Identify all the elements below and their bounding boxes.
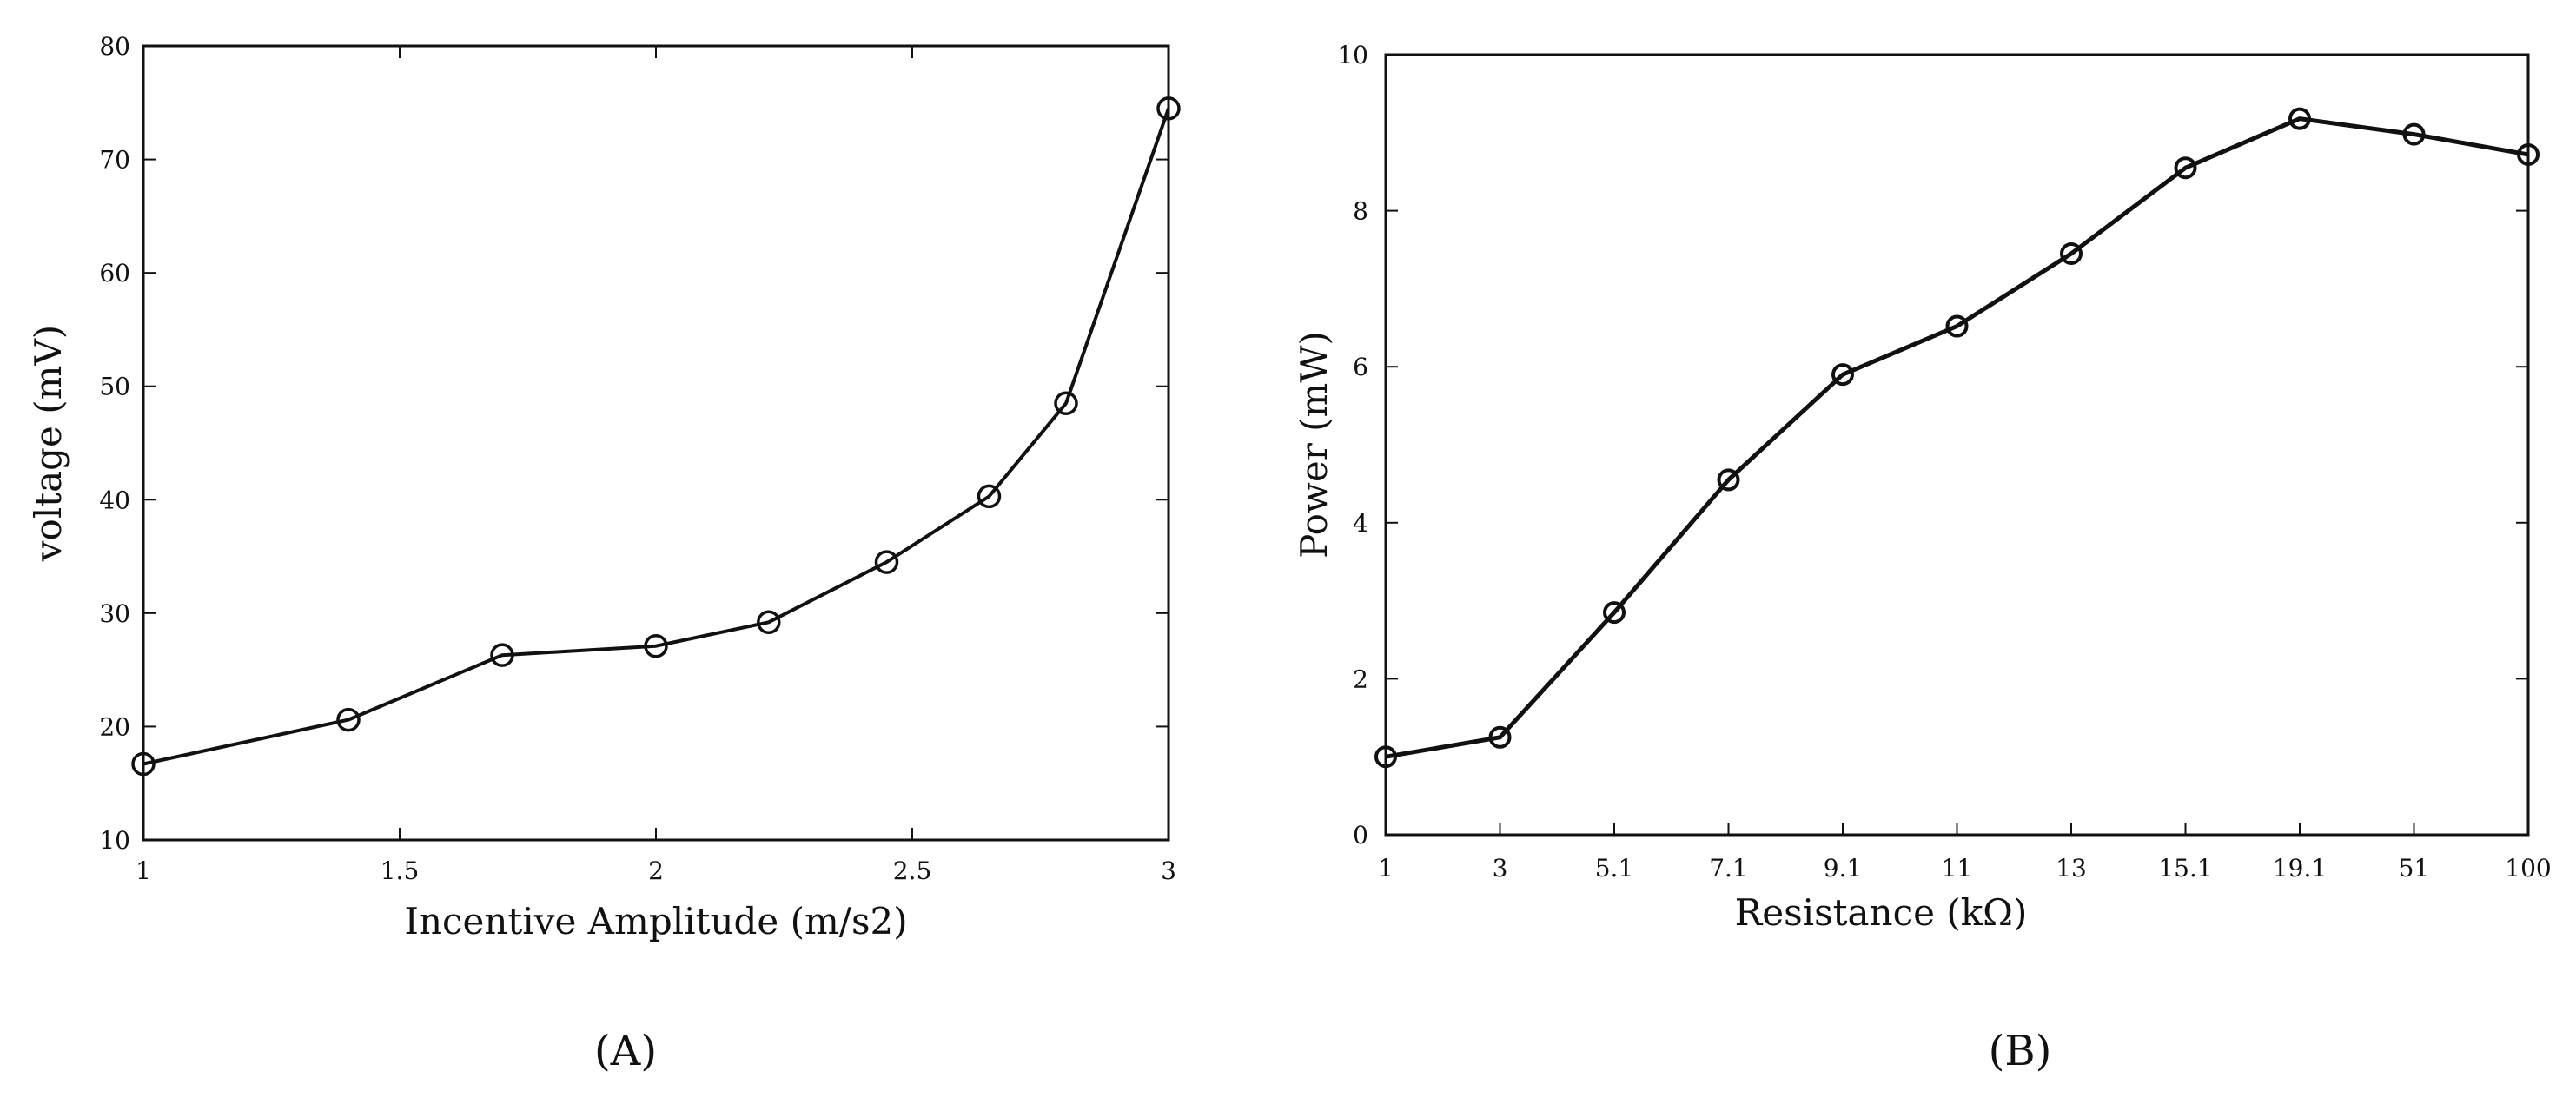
series-line-b — [1385, 116, 2529, 759]
y-tick-label-a: 30 — [99, 599, 130, 628]
data-point-b — [1488, 725, 1512, 749]
tick-marks-a — [142, 45, 1169, 841]
y-tick-label-a: 70 — [99, 146, 130, 175]
x-tick-label-b: 1 — [1378, 854, 1394, 883]
x-tick-label-a: 2 — [648, 856, 664, 885]
x-tick-label-b: 51 — [2399, 854, 2430, 883]
x-tick-label-b: 5.1 — [1595, 854, 1634, 883]
y-tick-label-a: 60 — [99, 259, 130, 288]
data-point-b — [1831, 363, 1854, 387]
y-tick-label-a: 80 — [99, 32, 130, 61]
data-point-b — [2288, 107, 2311, 130]
x-axis-title-a: Incentive Amplitude (m/s2) — [404, 900, 907, 942]
y-tick-label-b: 4 — [1353, 509, 1368, 538]
tick-marks-b — [1385, 54, 2529, 836]
data-point-b — [2174, 156, 2197, 180]
y-tick-label-a: 20 — [99, 712, 130, 741]
data-point-b — [2517, 142, 2540, 166]
data-point-b — [1717, 468, 1740, 492]
tick-labels-a: 1 1.5 2 2.5 3 10 20 30 40 50 60 70 80 — [99, 32, 1176, 885]
data-point-b — [2402, 122, 2426, 146]
x-tick-label-b: 13 — [2056, 854, 2087, 883]
y-tick-label-a: 40 — [99, 486, 130, 514]
series-markers-a — [131, 96, 1181, 777]
x-tick-label-b: 3 — [1493, 854, 1508, 883]
x-tick-label-b: 7.1 — [1709, 854, 1748, 883]
x-tick-label-b: 100 — [2505, 854, 2551, 883]
data-point-a — [1054, 391, 1078, 416]
data-point-b — [2060, 241, 2083, 265]
data-point-a — [336, 707, 361, 732]
x-tick-label-b: 15.1 — [2158, 854, 2212, 883]
data-point-b — [1945, 314, 1969, 338]
x-tick-label-a: 3 — [1161, 856, 1176, 885]
panel-label-a: (A) — [594, 1027, 657, 1075]
panel-label-b: (B) — [1989, 1027, 2052, 1075]
plot-frame-b — [1384, 53, 2530, 837]
series-line-a — [142, 108, 1170, 766]
y-tick-label-a: 50 — [99, 373, 130, 401]
data-point-a — [644, 633, 668, 658]
data-point-b — [1374, 745, 1397, 769]
y-tick-label-b: 6 — [1353, 353, 1368, 381]
plot-frame-a — [142, 44, 1170, 842]
x-tick-label-b: 9.1 — [1824, 854, 1863, 883]
y-axis-title-b: Power (mW) — [1293, 331, 1335, 559]
chart-panel-a: 1 1.5 2 2.5 3 10 20 30 40 50 60 70 80 Incentive Ampl… — [27, 32, 1181, 1075]
data-point-a — [1156, 96, 1181, 121]
data-point-a — [977, 484, 1002, 509]
data-point-a — [757, 610, 781, 635]
y-tick-label-b: 2 — [1353, 665, 1368, 693]
data-point-a — [874, 550, 899, 574]
x-axis-title-b: Resistance (kΩ) — [1735, 891, 2028, 934]
x-tick-label-a: 2.5 — [893, 856, 932, 885]
series-markers-b — [1374, 107, 2540, 769]
data-point-b — [1603, 601, 1626, 625]
y-tick-label-b: 8 — [1353, 197, 1368, 226]
y-tick-label-b: 10 — [1337, 41, 1368, 69]
y-tick-label-a: 10 — [99, 826, 130, 855]
data-point-a — [490, 643, 514, 667]
y-axis-title-a: voltage (mV) — [27, 325, 70, 562]
data-point-a — [131, 751, 156, 777]
x-tick-label-a: 1.5 — [381, 856, 420, 885]
x-tick-label-b: 19.1 — [2273, 854, 2327, 883]
y-tick-label-b: 0 — [1353, 821, 1368, 850]
x-tick-label-b: 11 — [1942, 854, 1973, 883]
x-tick-label-a: 1 — [136, 856, 151, 885]
